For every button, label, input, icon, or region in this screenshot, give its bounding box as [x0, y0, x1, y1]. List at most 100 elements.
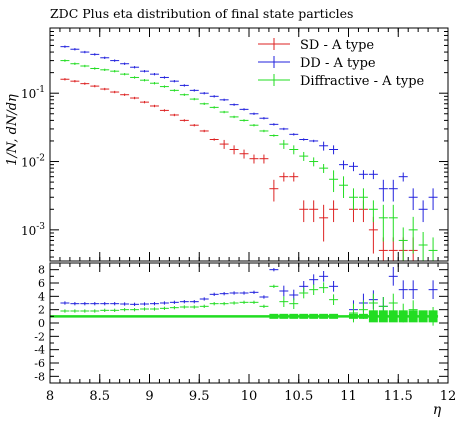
ratio-reference-band — [428, 310, 438, 323]
ratio-point — [140, 307, 149, 311]
data-point — [150, 104, 159, 108]
data-point — [259, 154, 269, 164]
ratio-tick-label: -6 — [34, 357, 45, 370]
ratio-reference-band — [408, 310, 418, 323]
data-point — [179, 84, 189, 87]
data-point — [329, 145, 339, 155]
data-point — [229, 145, 239, 155]
ratio-point — [209, 292, 219, 296]
data-point — [179, 119, 189, 122]
data-point — [309, 139, 319, 143]
ratio-point — [130, 308, 140, 312]
ratio-point — [259, 304, 269, 308]
ratio-point — [199, 304, 209, 308]
x-axis-label: η — [433, 402, 442, 418]
ratio-reference-band — [358, 313, 368, 319]
data-point — [249, 124, 259, 127]
ratio-reference-band — [279, 313, 289, 319]
data-point — [90, 84, 100, 88]
ratio-point — [289, 298, 299, 309]
ratio-point — [229, 301, 239, 305]
ratio-reference-band — [319, 313, 329, 319]
ratio-point — [60, 301, 70, 305]
legend-label: DD - A type — [300, 56, 376, 71]
data-point — [398, 172, 408, 182]
ratio-point — [130, 302, 140, 306]
data-point — [229, 103, 239, 106]
data-point — [80, 82, 90, 85]
data-point — [279, 127, 289, 131]
data-point — [110, 90, 120, 94]
data-point — [368, 170, 378, 180]
ratio-tick-label: 6 — [38, 277, 45, 290]
data-point — [60, 59, 70, 62]
data-point — [60, 45, 70, 48]
ratio-point — [329, 294, 339, 305]
data-point — [309, 157, 319, 167]
data-point — [189, 124, 199, 127]
ratio-point — [90, 302, 100, 306]
data-point — [189, 89, 199, 92]
data-point — [408, 216, 418, 254]
data-point — [120, 72, 130, 76]
ratio-point — [319, 271, 329, 282]
legend-label: Diffractive - A type — [300, 74, 425, 89]
ratio-point — [368, 293, 378, 313]
data-point — [239, 108, 249, 111]
data-point — [110, 70, 120, 73]
main-plot-frame — [49, 27, 449, 262]
ratio-reference-band — [329, 313, 339, 319]
data-point — [368, 200, 378, 223]
y-tick-label: 10-2 — [21, 154, 45, 170]
ratio-point — [80, 309, 90, 313]
ratio-plot-frame — [49, 262, 449, 384]
ratio-point — [120, 308, 130, 312]
data-point — [120, 62, 130, 65]
x-tick-label: 8.5 — [89, 389, 110, 404]
data-point — [418, 232, 428, 261]
data-point — [209, 95, 219, 98]
ratio-reference-band — [269, 313, 279, 319]
ratio-point — [110, 302, 120, 306]
data-point — [199, 92, 209, 95]
data-point — [110, 59, 120, 62]
data-point — [130, 66, 140, 69]
data-point — [169, 89, 179, 92]
data-point — [319, 204, 329, 242]
x-tick-label: 12 — [440, 389, 457, 404]
ratio-point — [249, 300, 259, 304]
data-point — [159, 76, 169, 79]
data-point — [428, 188, 438, 211]
data-point — [130, 76, 140, 79]
main-plot-markers — [60, 45, 438, 261]
ratio-point — [269, 284, 279, 288]
x-tick-label: 10.5 — [284, 389, 313, 404]
data-point — [408, 188, 418, 211]
data-point — [159, 85, 169, 88]
data-point — [199, 102, 209, 105]
ratio-point — [428, 280, 438, 299]
ratio-point — [209, 302, 219, 306]
data-point — [378, 204, 388, 242]
data-point — [90, 67, 100, 70]
ratio-tick-label: 0 — [38, 317, 45, 330]
data-point — [428, 237, 438, 261]
data-point — [388, 179, 398, 202]
data-point — [269, 134, 279, 137]
ratio-point — [219, 292, 229, 296]
data-point — [130, 96, 140, 100]
ratio-point — [100, 308, 110, 312]
data-point — [319, 163, 329, 173]
data-point — [378, 179, 388, 202]
ratio-reference-band — [289, 313, 299, 319]
data-point — [279, 139, 289, 149]
data-point — [358, 188, 368, 211]
ratio-point — [169, 300, 179, 304]
data-point — [329, 200, 339, 223]
data-point — [219, 98, 229, 102]
ratio-point — [60, 309, 70, 313]
data-point — [259, 117, 269, 120]
data-point — [209, 106, 219, 109]
